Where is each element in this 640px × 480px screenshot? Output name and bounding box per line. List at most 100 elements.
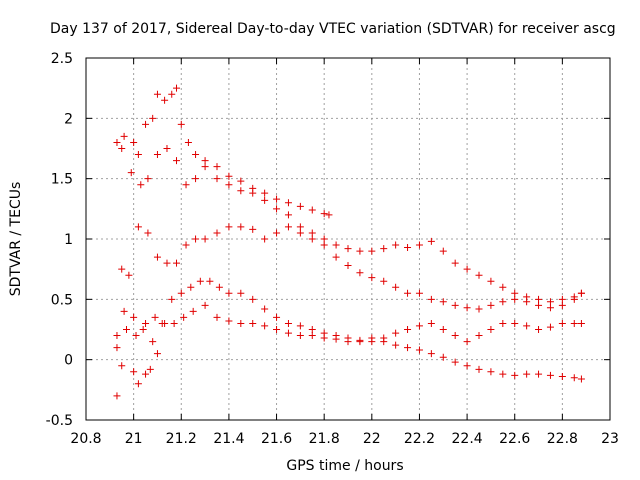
- x-tick-label: 21.8: [309, 431, 340, 447]
- data-point: [225, 289, 233, 297]
- data-point: [130, 368, 138, 376]
- data-point: [475, 271, 483, 279]
- data-point: [170, 319, 178, 327]
- y-tick-label: 2.5: [51, 51, 73, 67]
- data-point: [535, 370, 543, 378]
- data-point: [284, 211, 292, 219]
- data-point: [113, 344, 121, 352]
- x-tick-label: 22.6: [499, 431, 530, 447]
- data-point: [535, 295, 543, 303]
- data-point: [213, 229, 221, 237]
- data-point: [127, 169, 135, 177]
- data-point: [451, 332, 459, 340]
- data-point: [144, 175, 152, 183]
- data-point: [320, 241, 328, 249]
- series-track-upper: [113, 84, 333, 219]
- data-point: [475, 365, 483, 373]
- data-point: [189, 307, 197, 315]
- data-point: [415, 289, 423, 297]
- y-tick-label: 1: [64, 232, 73, 248]
- x-tick-label: 23: [601, 431, 619, 447]
- data-point: [163, 145, 171, 152]
- data-point: [380, 277, 388, 285]
- data-point: [273, 313, 281, 321]
- data-point: [134, 151, 142, 159]
- data-point: [332, 253, 340, 261]
- data-point: [296, 223, 304, 231]
- data-point: [284, 329, 292, 337]
- data-point: [558, 301, 566, 309]
- data-point: [523, 293, 531, 301]
- data-point: [249, 225, 257, 233]
- data-point: [296, 322, 304, 330]
- data-point: [261, 196, 269, 204]
- data-point: [546, 298, 554, 306]
- data-point: [368, 274, 376, 282]
- data-point: [130, 313, 138, 321]
- x-tick-label: 21.2: [166, 431, 197, 447]
- data-point: [153, 90, 161, 98]
- data-point: [134, 223, 142, 231]
- data-point: [225, 223, 233, 231]
- data-point: [320, 235, 328, 243]
- data-point: [261, 235, 269, 243]
- data-point: [344, 338, 352, 346]
- data-point: [125, 271, 133, 279]
- data-point: [192, 175, 200, 183]
- data-point: [261, 305, 269, 313]
- data-point: [475, 305, 483, 313]
- y-axis-label: SDTVAR / TECUs: [8, 182, 24, 297]
- data-point: [184, 138, 192, 146]
- data-point: [499, 370, 507, 378]
- data-point: [225, 181, 233, 189]
- data-point: [134, 380, 142, 388]
- data-point: [325, 211, 333, 219]
- data-point: [439, 326, 447, 333]
- data-point: [153, 151, 161, 159]
- data-point: [161, 96, 169, 104]
- data-point: [213, 175, 221, 183]
- data-point: [392, 329, 400, 337]
- data-point: [201, 301, 209, 309]
- data-point: [142, 319, 150, 327]
- data-point: [451, 259, 459, 267]
- data-point: [273, 205, 281, 213]
- data-point: [427, 319, 435, 327]
- data-point: [546, 323, 554, 331]
- data-point: [404, 243, 412, 251]
- y-tick-label: 0.5: [51, 292, 73, 308]
- data-point: [237, 187, 245, 195]
- x-tick-label: 21.6: [261, 431, 292, 447]
- y-tick-label: -0.5: [46, 413, 73, 429]
- data-point: [201, 157, 209, 165]
- x-tick-label: 21: [125, 431, 143, 447]
- data-point: [487, 368, 495, 376]
- data-point: [273, 229, 281, 237]
- data-point: [570, 319, 578, 327]
- data-point: [332, 241, 340, 249]
- data-point: [130, 138, 138, 146]
- data-point: [144, 229, 152, 237]
- data-point: [308, 229, 316, 237]
- data-point: [577, 289, 585, 297]
- data-point: [151, 313, 159, 321]
- data-point: [404, 344, 412, 352]
- data-point: [308, 206, 316, 214]
- data-point: [511, 289, 519, 297]
- data-point: [296, 229, 304, 237]
- data-point: [139, 326, 147, 333]
- data-point: [201, 235, 209, 243]
- data-point: [451, 358, 459, 366]
- data-point: [146, 365, 154, 373]
- data-point: [118, 265, 126, 273]
- data-point: [196, 277, 204, 285]
- data-point: [142, 120, 150, 128]
- data-point: [404, 326, 412, 333]
- data-point: [499, 319, 507, 327]
- data-point: [463, 265, 471, 273]
- data-point: [332, 335, 340, 343]
- data-point: [427, 237, 435, 245]
- data-point: [273, 195, 281, 203]
- data-point: [356, 269, 364, 277]
